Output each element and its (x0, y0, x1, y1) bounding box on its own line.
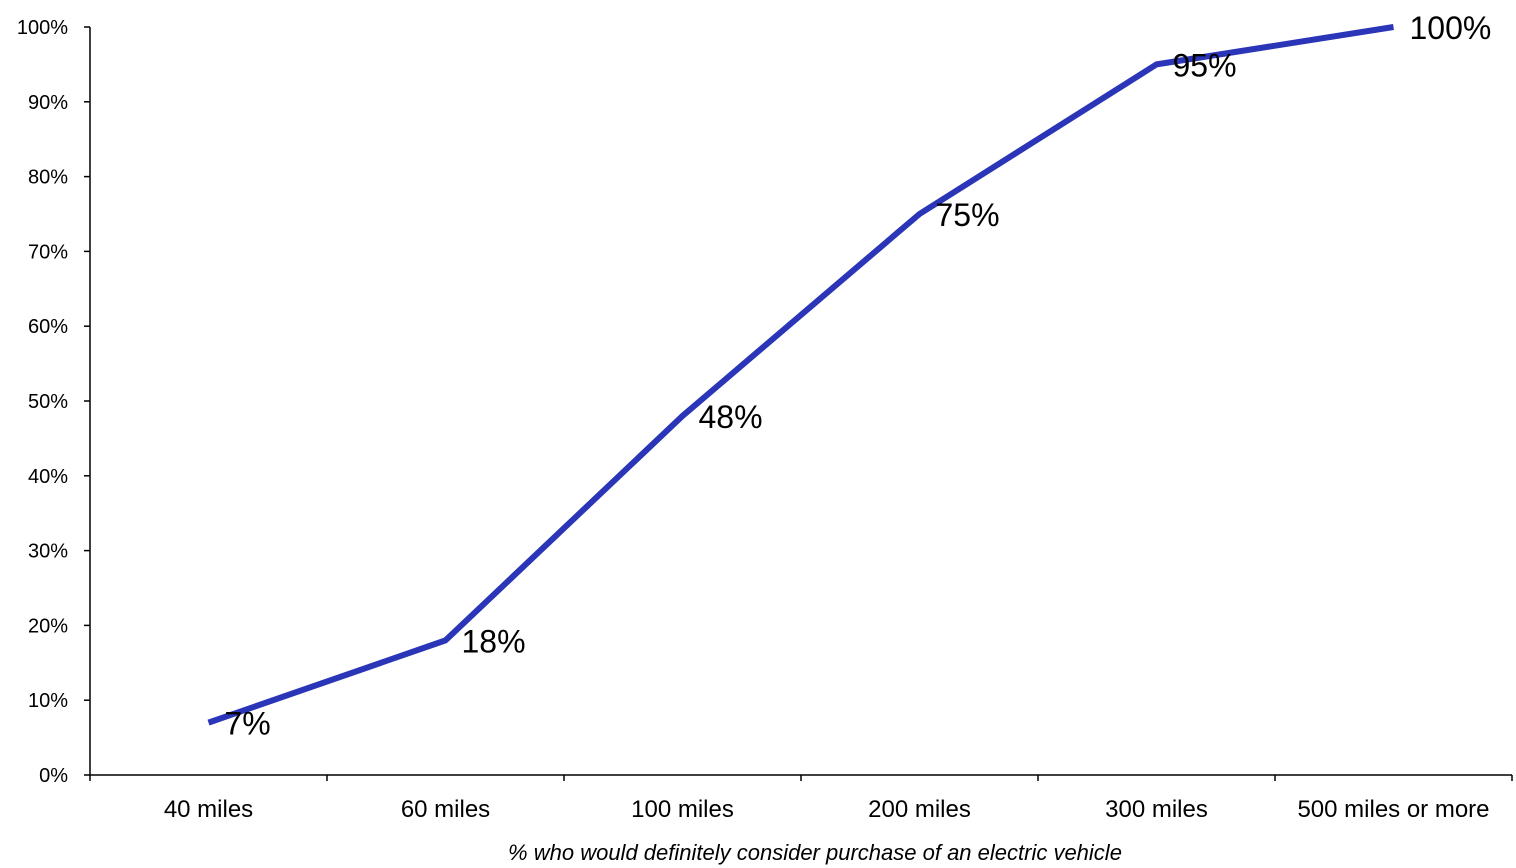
data-label: 48% (699, 399, 763, 435)
x-tick-label: 500 miles or more (1297, 796, 1489, 823)
x-axis-title: % who would definitely consider purchase… (508, 840, 1122, 865)
x-tick-label: 100 miles (631, 796, 734, 823)
y-tick-label: 60% (28, 316, 68, 338)
y-tick-label: 30% (28, 541, 68, 563)
data-label: 95% (1173, 47, 1237, 83)
x-axis: 40 miles 60 miles 100 miles 200 miles 300 mi… (89, 774, 1513, 823)
data-label: 18% (462, 623, 526, 659)
y-tick-label: 10% (28, 690, 68, 712)
y-tick-label: 80% (28, 167, 68, 189)
series-line-group (207, 24, 1394, 726)
y-tick-label: 50% (28, 391, 68, 413)
data-labels: 7% 18% 48% 75% 95% 100% (225, 10, 1492, 742)
y-tick-label: 90% (28, 92, 68, 114)
x-tick-label: 60 miles (401, 796, 490, 823)
x-tick-label: 300 miles (1105, 796, 1208, 823)
series-line (207, 24, 1394, 726)
y-tick-label: 70% (28, 241, 68, 263)
x-tick-label: 200 miles (868, 796, 971, 823)
x-tick-label: 40 miles (164, 796, 253, 823)
y-tick-label: 0% (39, 765, 68, 787)
y-tick-label: 40% (28, 466, 68, 488)
y-tick-label: 20% (28, 615, 68, 637)
data-label: 75% (936, 197, 1000, 233)
y-axis: 0% 10% 20% 30% 40% 50% 60% 70% 80% 90% 100% (17, 17, 91, 787)
data-label: 7% (225, 706, 271, 742)
y-tick-label: 100% (17, 17, 68, 39)
data-label: 100% (1410, 10, 1492, 46)
